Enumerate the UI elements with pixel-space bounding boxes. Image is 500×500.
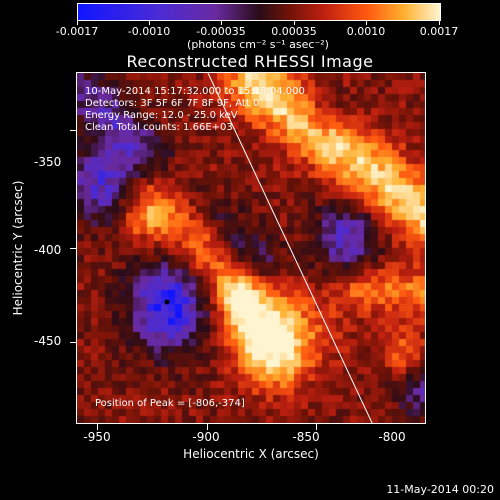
info-line-counts: Clean Total counts: 1.66E+03 <box>85 122 233 133</box>
peak-position-label: Position of Peak = [-806,-374] <box>95 398 245 409</box>
x-tick-label: -850 <box>292 430 320 444</box>
y-tick-label: -350 <box>34 155 62 169</box>
x-tick-label: -950 <box>83 430 111 444</box>
plot-overlay <box>164 73 373 423</box>
colorbar-label: -0.0010 <box>127 25 171 38</box>
image-title: Reconstructed RHESSI Image <box>126 52 374 71</box>
y-tick-mark <box>70 248 76 249</box>
y-axis-label: Heliocentric Y (arcsec) <box>11 180 25 316</box>
y-tick-label: -400 <box>34 243 62 257</box>
colorbar-tick <box>439 20 440 25</box>
limb-line <box>207 73 373 423</box>
colorbar-label: 0.0017 <box>419 25 459 38</box>
colorbar-tick <box>366 20 367 25</box>
info-line-energy: Energy Range: 12.0 - 25.0 keV <box>85 110 238 121</box>
x-axis-label: Heliocentric X (arcsec) <box>183 447 319 461</box>
colorbar-tick <box>221 20 222 25</box>
colorbar-label: -0.00035 <box>196 25 246 38</box>
x-tick-mark <box>316 424 317 430</box>
colorbar-label: 0.0010 <box>346 25 386 38</box>
y-tick-label: -450 <box>34 334 62 348</box>
x-tick-mark <box>207 424 208 430</box>
x-tick-mark <box>97 424 98 430</box>
x-tick-label: -800 <box>378 430 406 444</box>
colorbar <box>77 3 441 21</box>
colorbar-tick <box>149 20 150 25</box>
colorbar-tick <box>294 20 295 25</box>
info-line-time: 10-May-2014 15:17:32.000 to 15:18:04.000 <box>85 86 305 97</box>
colorbar-label: 0.00035 <box>271 25 317 38</box>
info-line-detectors: Detectors: 3F 5F 6F 7F 8F 9F, Att 0 <box>85 98 260 109</box>
intensity-map <box>77 73 425 423</box>
y-tick-mark <box>70 342 76 343</box>
colorbar-tick <box>77 20 78 25</box>
x-tick-label: -900 <box>192 430 220 444</box>
image-plot-area: 10-May-2014 15:17:32.000 to 15:18:04.000… <box>76 72 426 424</box>
y-tick-mark <box>70 130 76 131</box>
colorbar-label: -0.0017 <box>55 25 99 38</box>
plot-timestamp: 11-May-2014 00:20 <box>386 483 494 496</box>
colorbar-units: (photons cm⁻² s⁻¹ asec⁻²) <box>187 38 329 51</box>
peak-marker <box>164 299 170 305</box>
